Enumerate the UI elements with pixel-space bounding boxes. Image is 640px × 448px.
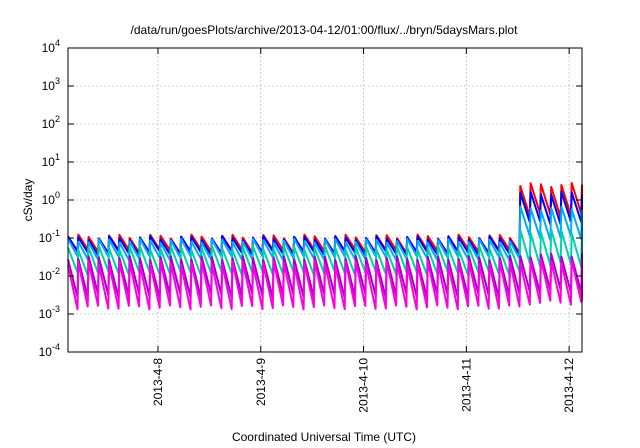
y-axis-ticks: 10-4 10-3 10-2 10-1 100 101 102 103 104 <box>39 38 582 359</box>
x-axis-ticks: 2013-4-8 2013-4-9 2013-4-10 2013-4-11 2013-4… <box>151 48 576 413</box>
y-axis-label: cSv/day <box>21 179 35 222</box>
y-tick-label: 104 <box>42 38 60 55</box>
x-tick-label: 2013-4-12 <box>562 358 576 413</box>
x-axis-label: Coordinated Universal Time (UTC) <box>232 430 416 444</box>
y-tick-label: 10-2 <box>39 266 60 283</box>
y-tick-label: 10-4 <box>39 342 60 359</box>
y-tick-label: 10-3 <box>39 304 60 321</box>
series-line <box>67 258 583 311</box>
series-layer <box>67 182 583 311</box>
x-tick-label: 2013-4-11 <box>459 358 473 412</box>
y-tick-label: 10-1 <box>39 228 60 245</box>
y-tick-label: 102 <box>42 114 60 131</box>
x-tick-label: 2013-4-8 <box>151 358 165 406</box>
x-tick-label: 2013-4-9 <box>254 358 268 406</box>
y-tick-label: 103 <box>42 76 60 93</box>
chart-title: /data/run/goesPlots/archive/2013-04-12/0… <box>131 23 519 37</box>
series-line <box>67 228 583 277</box>
x-tick-label: 2013-4-10 <box>357 358 371 413</box>
y-tick-label: 101 <box>42 152 60 169</box>
series-line <box>67 205 583 261</box>
y-tick-label: 100 <box>42 190 60 207</box>
grid <box>68 48 582 352</box>
